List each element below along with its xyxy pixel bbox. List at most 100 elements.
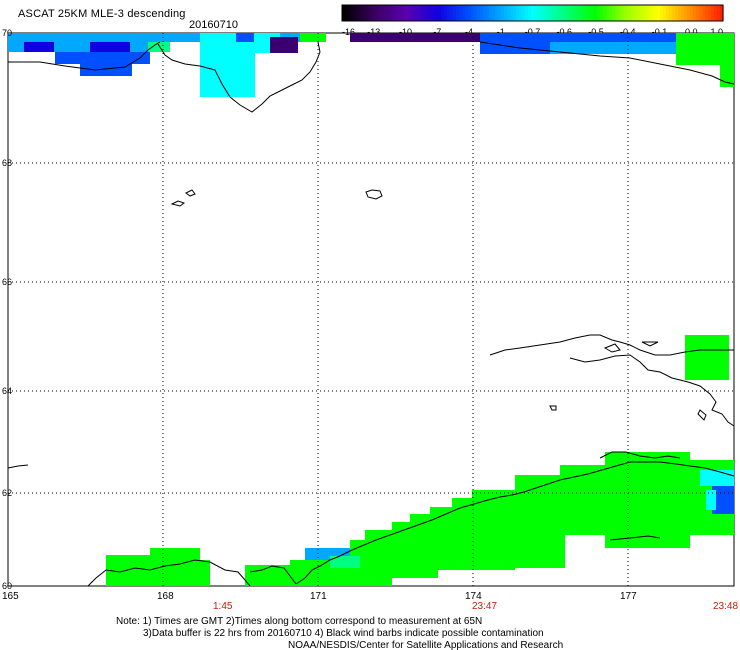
colorbar-swatch	[630, 5, 634, 21]
colorbar-swatch	[585, 5, 589, 21]
colorbar-swatch	[699, 5, 703, 21]
colorbar-swatch	[522, 5, 526, 21]
colorbar-swatch	[504, 5, 508, 21]
colorbar-swatch	[363, 5, 367, 21]
colorbar-swatch	[528, 5, 532, 21]
colorbar-swatch	[492, 5, 496, 21]
colorbar-swatch	[498, 5, 502, 21]
colorbar-swatch	[612, 5, 616, 21]
colorbar-swatch	[657, 5, 661, 21]
colorbar-swatch	[702, 5, 706, 21]
colorbar-swatch	[468, 5, 472, 21]
colorbar-swatch	[519, 5, 523, 21]
colorbar-swatch	[651, 5, 655, 21]
colorbar-swatch	[501, 5, 505, 21]
colorbar-swatch	[507, 5, 511, 21]
colorbar-swatch	[393, 5, 397, 21]
colorbar-swatch	[570, 5, 574, 21]
colorbar-label: -16	[342, 27, 355, 37]
colorbar-swatch	[426, 5, 430, 21]
colorbar-swatch	[438, 5, 442, 21]
colorbar-label: 1.0	[710, 27, 723, 37]
colorbar-swatch	[663, 5, 667, 21]
colorbar-swatch	[648, 5, 652, 21]
colorbar-swatch	[516, 5, 520, 21]
colorbar-swatch	[687, 5, 691, 21]
colorbar-swatch	[414, 5, 418, 21]
lat-label-68: 68	[2, 158, 12, 168]
colorbar-swatch	[549, 5, 553, 21]
note-line-2: 3)Data buffer is 22 hrs from 20160710 4)…	[143, 628, 544, 639]
colorbar-swatch	[477, 5, 481, 21]
colorbar-swatch	[693, 5, 697, 21]
colorbar-swatch	[603, 5, 607, 21]
colorbar-swatch	[525, 5, 529, 21]
colorbar-swatch	[597, 5, 601, 21]
colorbar-swatch	[672, 5, 676, 21]
colorbar-swatch	[624, 5, 628, 21]
lat-label-60: 60	[2, 581, 12, 591]
colorbar-swatch	[354, 5, 358, 21]
colorbar-swatch	[618, 5, 622, 21]
colorbar-label: -7	[433, 27, 441, 37]
colorbar-swatch	[558, 5, 562, 21]
colorbar-swatch	[408, 5, 412, 21]
colorbar-label: 0.0	[685, 27, 698, 37]
colorbar-swatch	[627, 5, 631, 21]
colorbar-swatch	[486, 5, 490, 21]
colorbar-swatch	[387, 5, 391, 21]
colorbar-swatch	[582, 5, 586, 21]
colorbar-swatch	[714, 5, 718, 21]
colorbar-swatch	[555, 5, 559, 21]
colorbar-swatch	[465, 5, 469, 21]
colorbar-swatch	[576, 5, 580, 21]
colorbar-swatch	[546, 5, 550, 21]
colorbar-swatch	[453, 5, 457, 21]
map-date: 20160710	[189, 19, 238, 31]
coastlines	[7, 41, 735, 587]
lon-label-177: 177	[620, 591, 637, 602]
colorbar-swatch	[402, 5, 406, 21]
time-label-1: 1:45	[213, 601, 233, 612]
colorbar-label: -1	[497, 27, 505, 37]
colorbar-swatch	[711, 5, 715, 21]
colorbar-swatch	[675, 5, 679, 21]
colorbar-swatch	[615, 5, 619, 21]
colorbar-swatch	[534, 5, 538, 21]
colorbar-swatch	[543, 5, 547, 21]
colorbar-swatch	[645, 5, 649, 21]
colorbar-swatch	[381, 5, 385, 21]
colorbar-swatch	[423, 5, 427, 21]
time-label-2: 23:47	[472, 601, 497, 612]
colorbar-label: -0.6	[556, 27, 572, 37]
graticule	[8, 33, 734, 586]
lat-label-70: 70	[2, 28, 12, 38]
colorbar-label: -0.4	[620, 27, 636, 37]
colorbar-swatch	[495, 5, 499, 21]
colorbar-swatch	[432, 5, 436, 21]
note-line-3: NOAA/NESDIS/Center for Satellite Applica…	[288, 640, 563, 650]
colorbar-swatch	[390, 5, 394, 21]
colorbar-swatch	[447, 5, 451, 21]
colorbar-swatch	[420, 5, 424, 21]
colorbar-swatch	[642, 5, 646, 21]
lat-label-64: 64	[2, 386, 12, 396]
colorbar-swatch	[696, 5, 700, 21]
colorbar-swatch	[708, 5, 712, 21]
colorbar-swatch	[681, 5, 685, 21]
colorbar-label: -13	[367, 27, 380, 37]
colorbar-label: -10	[399, 27, 412, 37]
colorbar-swatch	[720, 5, 724, 21]
colorbar-swatch	[378, 5, 382, 21]
lon-label-168: 168	[157, 591, 174, 602]
wind-data-swaths	[8, 33, 734, 586]
colorbar-swatch	[429, 5, 433, 21]
colorbar-swatch	[660, 5, 664, 21]
lat-label-62: 62	[2, 488, 12, 498]
colorbar-swatch	[567, 5, 571, 21]
colorbar-swatch	[591, 5, 595, 21]
lon-label-165: 165	[2, 591, 19, 602]
colorbar-swatch	[462, 5, 466, 21]
colorbar-swatch	[450, 5, 454, 21]
colorbar-swatch	[717, 5, 721, 21]
